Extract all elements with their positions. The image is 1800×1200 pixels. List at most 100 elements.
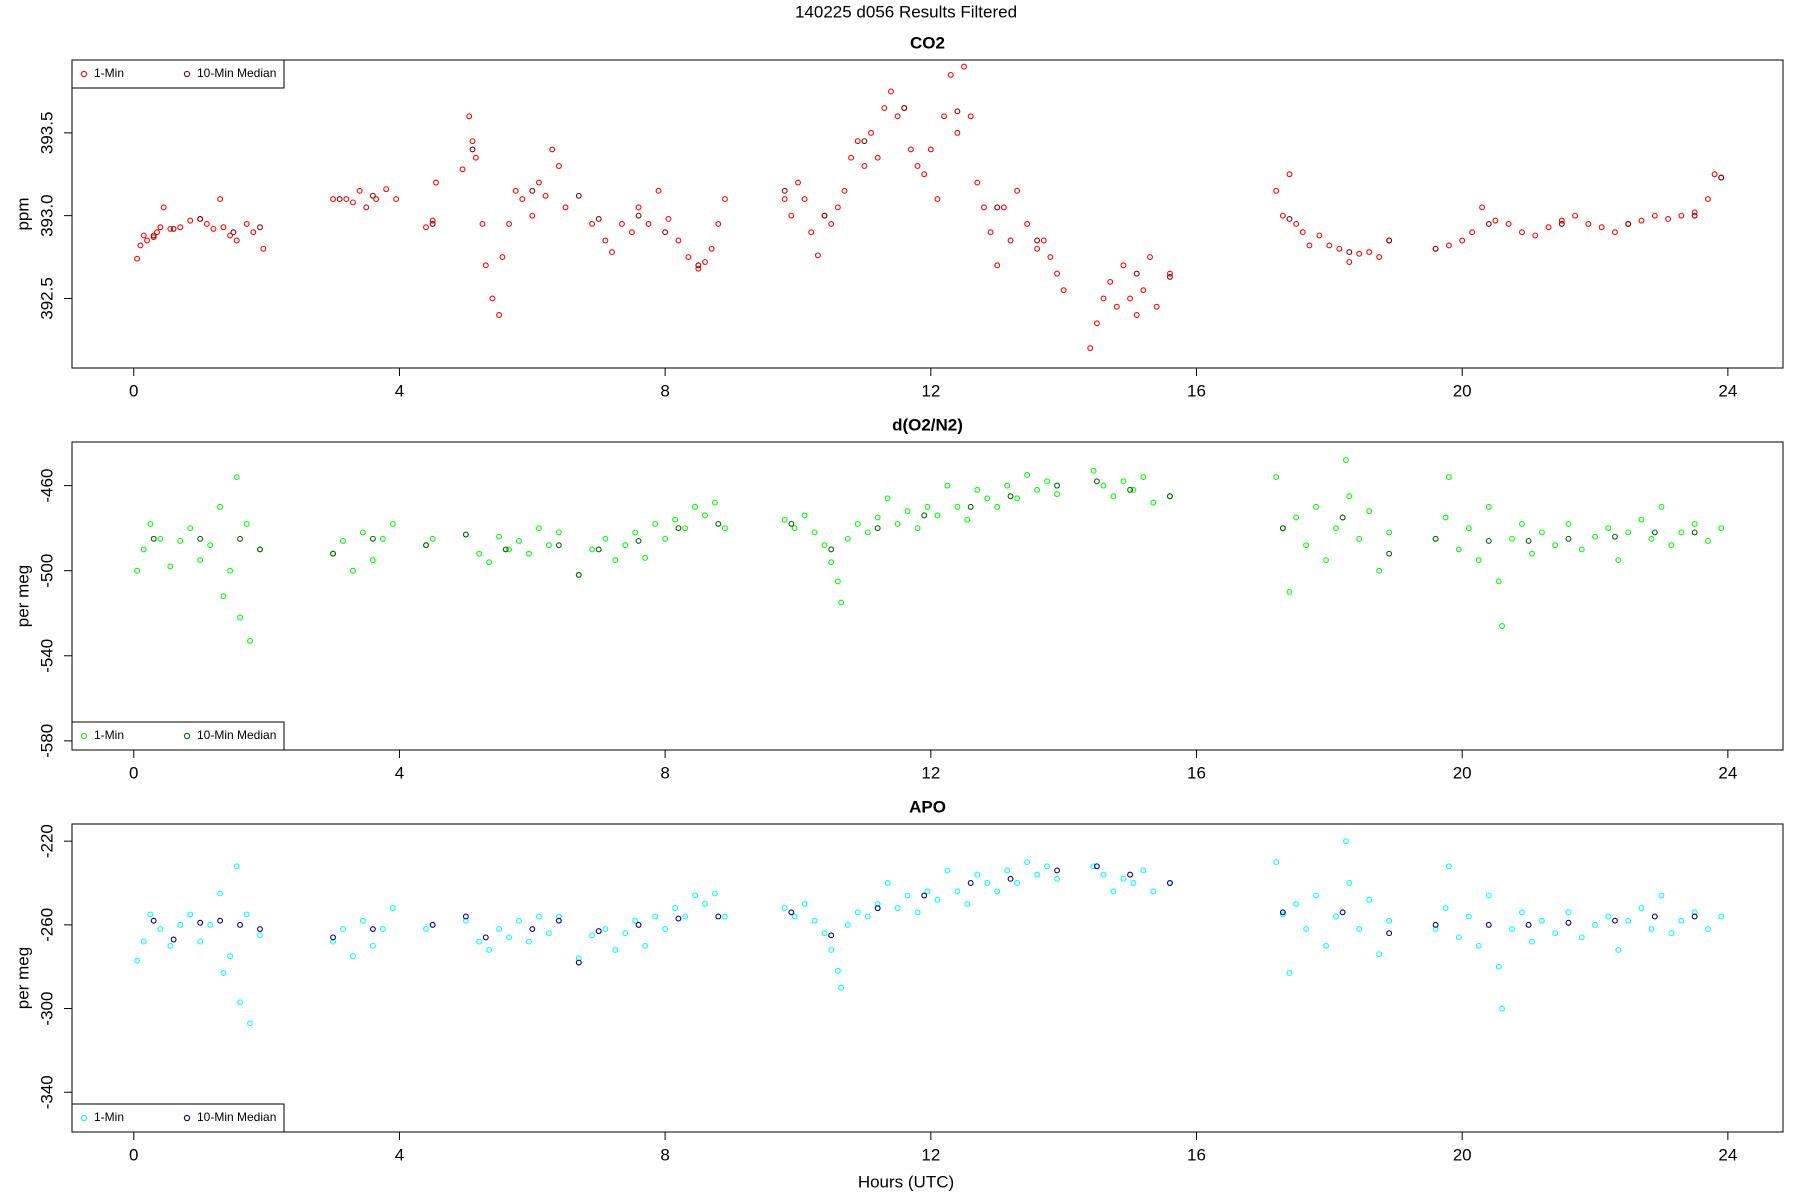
data-point	[462, 531, 469, 538]
data-point	[781, 905, 788, 912]
data-point	[134, 957, 141, 964]
data-point	[781, 516, 788, 523]
data-point	[1638, 516, 1645, 523]
data-point	[1150, 499, 1157, 506]
data-point	[1592, 921, 1598, 928]
data-point	[907, 146, 914, 153]
data-point	[1528, 938, 1535, 945]
data-point	[1432, 921, 1439, 928]
data-point	[1120, 262, 1127, 269]
data-point	[340, 537, 346, 544]
data-point	[672, 516, 679, 523]
data-point	[260, 245, 267, 252]
data-point	[1565, 520, 1572, 527]
data-point	[874, 900, 881, 907]
data-point	[167, 942, 174, 949]
data-point	[177, 921, 184, 928]
data-point	[954, 888, 961, 895]
y-tick-label: -540	[37, 639, 56, 673]
figure-title: 140225 d056 Results Filtered	[795, 2, 1017, 21]
data-point	[1356, 535, 1363, 542]
data-point	[383, 186, 390, 193]
data-point	[1499, 1005, 1505, 1012]
data-point	[1166, 273, 1173, 280]
data-point	[227, 567, 234, 574]
data-point	[1509, 926, 1515, 932]
data-point	[247, 637, 253, 644]
data-point	[1273, 474, 1280, 481]
data-point	[1432, 926, 1439, 932]
data-point	[635, 212, 642, 219]
data-point	[1455, 934, 1462, 941]
data-point	[197, 938, 204, 945]
x-tick-label: 4	[395, 1145, 404, 1164]
data-point	[1004, 867, 1011, 874]
data-point	[944, 482, 951, 489]
data-point	[1552, 930, 1559, 937]
data-point	[220, 593, 227, 600]
data-point	[864, 913, 871, 920]
data-point	[1386, 529, 1393, 536]
data-point	[602, 926, 609, 932]
data-point	[1605, 913, 1612, 920]
data-point	[595, 546, 602, 553]
data-point	[1044, 478, 1051, 485]
data-point	[1668, 542, 1675, 549]
data-point	[1691, 529, 1698, 536]
data-point	[821, 930, 828, 937]
data-point	[715, 913, 722, 920]
data-point	[393, 196, 400, 203]
data-point	[1343, 838, 1349, 845]
data-point	[1014, 880, 1021, 886]
panel-title: CO2	[910, 33, 945, 52]
data-point	[1505, 220, 1512, 227]
data-point	[330, 938, 336, 945]
data-point	[1519, 229, 1525, 236]
data-point	[1279, 909, 1286, 916]
data-point	[1485, 220, 1492, 227]
data-point	[350, 567, 356, 574]
data-point	[1386, 237, 1393, 244]
data-point	[682, 913, 689, 920]
data-point	[1166, 493, 1173, 500]
data-point	[150, 917, 157, 924]
data-point	[1492, 217, 1499, 224]
data-point	[987, 229, 994, 236]
data-point	[257, 546, 263, 553]
data-point	[894, 520, 901, 527]
data-point	[1034, 486, 1041, 493]
data-point	[1691, 520, 1698, 527]
data-point	[712, 499, 718, 506]
data-point	[502, 546, 509, 553]
data-point	[167, 225, 174, 232]
data-point	[1565, 535, 1572, 542]
data-point	[479, 220, 486, 227]
data-point	[924, 888, 931, 895]
x-tick-label: 16	[1187, 1145, 1206, 1164]
data-point	[150, 535, 157, 542]
data-point	[429, 921, 436, 928]
data-point	[1558, 217, 1565, 224]
data-point	[1024, 472, 1031, 478]
data-point	[1034, 871, 1041, 878]
data-point	[1668, 930, 1675, 937]
y-axis-label: per meg	[13, 565, 32, 627]
x-tick-label: 0	[129, 763, 138, 782]
y-tick-label: -580	[37, 724, 56, 758]
data-point	[227, 953, 234, 960]
data-point	[828, 932, 835, 939]
data-point	[555, 913, 562, 920]
data-point	[844, 535, 851, 542]
data-point	[894, 113, 901, 120]
y-axis-label: ppm	[13, 197, 32, 230]
data-point	[217, 917, 224, 924]
data-point	[888, 88, 894, 95]
data-point	[994, 503, 1001, 510]
data-point	[529, 187, 536, 194]
data-point	[1090, 467, 1097, 474]
data-point	[854, 909, 861, 916]
data-point	[811, 529, 818, 536]
y-tick-label: 392.5	[37, 277, 56, 320]
data-point	[1615, 947, 1622, 953]
data-point	[655, 187, 662, 194]
